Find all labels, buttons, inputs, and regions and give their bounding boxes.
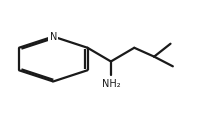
Text: N: N bbox=[49, 32, 57, 42]
Text: NH₂: NH₂ bbox=[102, 79, 120, 89]
